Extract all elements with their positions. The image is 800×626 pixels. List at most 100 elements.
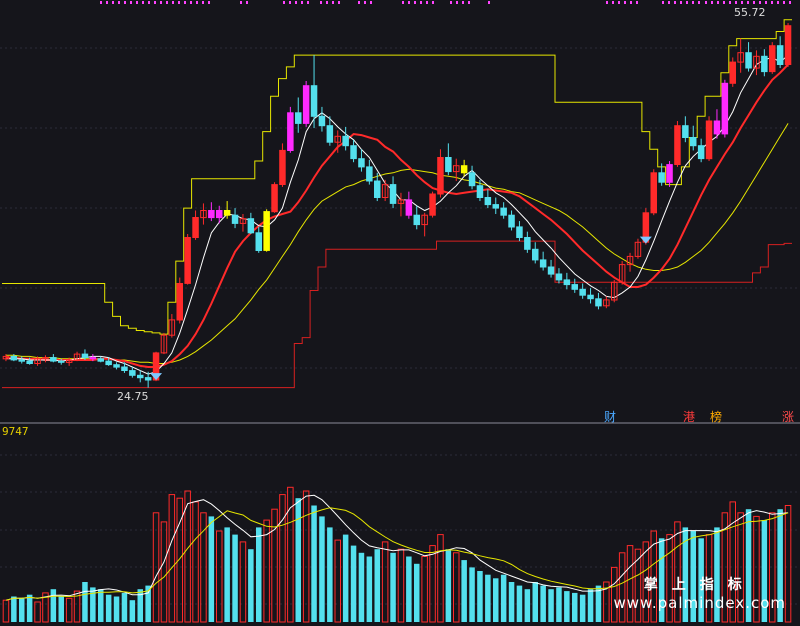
candle-body: [216, 210, 223, 219]
candle-body: [555, 273, 563, 281]
volume-bar: [184, 490, 191, 623]
volume-bar: [105, 594, 112, 622]
volume-bar: [358, 552, 365, 622]
candle-body: [690, 137, 697, 147]
candle-body: [342, 135, 349, 147]
signal-dot: [154, 1, 156, 4]
candle-body: [366, 166, 373, 182]
signal-dot: [450, 1, 452, 4]
volume-bar: [350, 545, 357, 622]
signal-dot: [723, 1, 725, 4]
signal-dot: [402, 1, 404, 4]
high-price-label: 55.72: [734, 6, 766, 19]
signal-dot: [106, 1, 108, 4]
candle-body: [137, 374, 144, 379]
signal-dot: [711, 1, 713, 4]
volume-bar: [611, 566, 618, 623]
volume-bar: [461, 560, 467, 622]
signal-dot: [178, 1, 180, 4]
candle-body: [302, 85, 310, 124]
volume-bar: [168, 494, 176, 623]
volume-bar: [287, 486, 294, 623]
candle-body: [10, 355, 18, 361]
signal-dot: [196, 1, 198, 4]
signal-dot: [606, 1, 608, 4]
signal-dot: [172, 1, 174, 4]
volume-bar: [737, 512, 744, 623]
candle-body: [587, 294, 594, 300]
stop-line: [2, 240, 792, 389]
signal-dot: [142, 1, 144, 4]
volume-bar: [295, 498, 301, 622]
candle-body: [18, 359, 25, 362]
signal-dot: [184, 1, 186, 4]
candle-body: [508, 214, 515, 228]
indicator-lines: [2, 19, 792, 389]
volume-bar: [437, 534, 444, 623]
volume-bar: [666, 534, 673, 623]
signal-dot: [100, 1, 102, 4]
candle-body: [784, 25, 792, 65]
signal-dot: [456, 1, 458, 4]
candle-body: [358, 158, 365, 168]
candle-body: [445, 157, 452, 173]
volume-bar: [239, 541, 247, 623]
signal-dot: [326, 1, 328, 4]
candle-body: [421, 214, 428, 226]
candle-body: [160, 334, 168, 354]
candle-body: [516, 226, 523, 238]
signal-dot: [662, 1, 664, 4]
candle-body: [468, 172, 476, 187]
tag-hk[interactable]: 港: [683, 410, 696, 424]
volume-bar: [548, 589, 554, 622]
watermark: 掌上指标 www.palmindex.com: [613, 574, 786, 612]
volume-bar: [414, 563, 420, 622]
watermark-url: www.palmindex.com: [613, 594, 786, 612]
signal-dot: [735, 1, 737, 4]
candle-body: [539, 259, 547, 268]
volume-bar: [11, 596, 17, 622]
signal-dot: [420, 1, 422, 4]
candle-body: [50, 357, 57, 362]
candle-body: [595, 298, 602, 307]
candle-body: [263, 211, 270, 251]
candle-body: [761, 55, 768, 73]
signal-dot: [789, 1, 791, 4]
candle-body: [350, 145, 357, 160]
candle-body: [429, 193, 436, 216]
candle-body: [666, 164, 673, 183]
candle-body: [231, 214, 239, 224]
candle-body: [184, 237, 191, 284]
volume-bar: [658, 538, 665, 622]
tag-limit-up[interactable]: 涨: [782, 410, 795, 424]
volume-bar: [674, 521, 681, 623]
candle-body: [532, 248, 539, 261]
volume-bar: [595, 585, 602, 622]
candle-body: [769, 45, 776, 73]
volume-bar: [224, 527, 230, 622]
signal-dot: [741, 1, 743, 4]
candle-body: [271, 184, 278, 213]
volume-bar: [777, 509, 783, 622]
ma10-line: [6, 63, 789, 368]
candle-body: [405, 199, 413, 216]
volume-bar: [445, 549, 452, 622]
tag-finance[interactable]: 财: [604, 410, 617, 424]
candle-body: [650, 172, 657, 214]
candle-body: [524, 237, 531, 250]
candle-body: [737, 52, 744, 63]
low-price-label: 24.75: [117, 390, 149, 403]
candle-body: [547, 266, 555, 275]
tag-board[interactable]: 榜: [710, 410, 723, 424]
volume-bar: [429, 545, 436, 623]
volume-bar: [397, 548, 405, 623]
signal-dot: [112, 1, 114, 4]
signal-dot: [729, 1, 731, 4]
candle-body: [247, 218, 255, 234]
candle-body: [460, 165, 468, 174]
signal-dot: [698, 1, 700, 4]
candle-body: [208, 210, 215, 219]
signal-dot: [432, 1, 434, 4]
volume-bar: [129, 600, 136, 622]
signal-dot: [246, 1, 248, 4]
